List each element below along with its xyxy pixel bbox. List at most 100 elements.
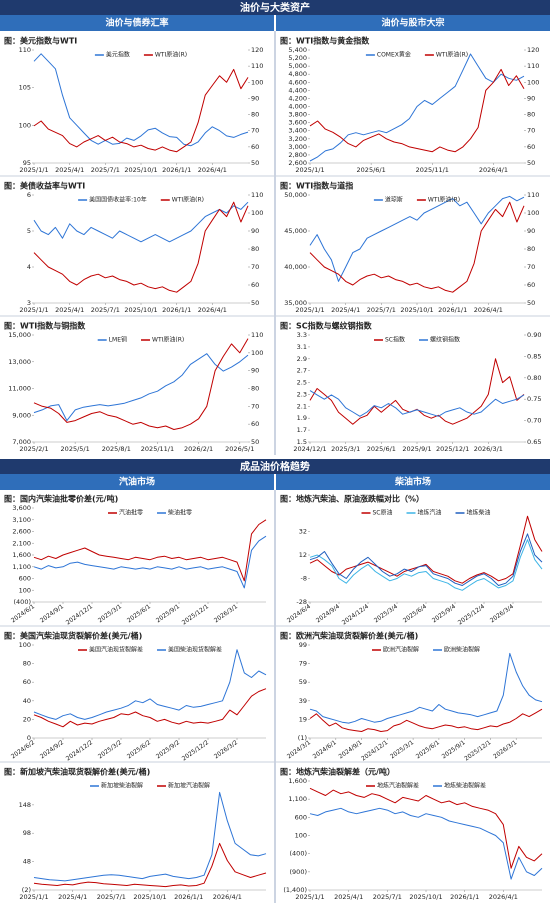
y-tick-label: 600: [295, 813, 307, 821]
x-tick-label: 2024/6/1: [10, 603, 36, 624]
x-tick-label: 2024/9/4: [315, 603, 341, 624]
y-tick-label: 48: [23, 858, 31, 866]
data-line: [33, 338, 249, 430]
y2-tick-label: 90: [251, 367, 259, 375]
x-tick-label: 2024/9/2: [39, 739, 65, 760]
x-tick-label: 2025/10/1: [409, 893, 442, 901]
chart: 图：美元指数与WTI 95 100 105 110 50 60 70 80 90 100 110 120…: [4, 36, 263, 175]
x-tick-label: 2026/5/1: [225, 445, 254, 453]
data-line: [33, 791, 267, 882]
legend: COMEX黄金 WTI原油(R): [365, 51, 468, 59]
x-tick-label: 2025/10/1: [124, 306, 157, 314]
x-tick-label: 2024/12/1: [360, 739, 389, 762]
y-tick-label: 105: [19, 84, 31, 92]
y-tick-label: (1): [298, 734, 307, 742]
y2-tick-label: 0.70: [527, 417, 541, 425]
chart-title: 图：欧洲汽柴油现货裂解价差(美元/桶): [280, 631, 418, 641]
section-title: 成品油价格趋势: [240, 460, 310, 473]
y-tick-label: 40: [23, 697, 31, 705]
x-tick-label: 2026/1/1: [438, 306, 467, 314]
data-line: [33, 353, 249, 422]
y-tick-label: 100: [19, 641, 31, 649]
y-tick-label: 95: [23, 159, 31, 167]
data-line: [309, 787, 543, 869]
x-tick-label: 2024/3/1: [286, 739, 312, 760]
y-tick-label: 13,000: [8, 358, 31, 366]
data-line: [309, 708, 543, 732]
legend-label: 地炼汽油裂解差: [377, 782, 419, 790]
data-line: [309, 53, 525, 162]
legend-label: LME铜: [109, 336, 127, 344]
y-tick-label: 7,000: [12, 438, 31, 446]
y2-tick-label: 80: [251, 111, 259, 119]
y-tick-label: 2.5: [297, 379, 307, 387]
x-tick-label: 2026/4/1: [213, 893, 242, 901]
section-header-bar: [0, 459, 550, 474]
x-tick-label: 2025/3/2: [97, 739, 123, 760]
chart: 图：WTI指数与黄金指数 2,6002,8003,0003,2003,4003,6…: [280, 36, 539, 175]
y2-tick-label: 60: [527, 281, 535, 289]
y2-tick-label: 80: [527, 245, 535, 253]
y-tick-label: 3,600: [288, 119, 307, 127]
legend-label: SC原油: [373, 509, 393, 517]
x-tick-label: 2024/12/4: [341, 603, 370, 626]
y2-tick-label: 50: [527, 159, 535, 167]
x-tick-label: 2025/12/1: [436, 445, 469, 453]
y-tick-label: 1.9: [297, 414, 307, 422]
legend-label: WTI原油(R): [152, 336, 184, 344]
y-tick-label: 5,000: [288, 62, 307, 70]
y2-tick-label: 50: [251, 438, 259, 446]
y-tick-label: 1,600: [288, 777, 307, 785]
x-tick-label: 2024/9/1: [39, 603, 65, 624]
y-tick-label: 35,000: [284, 299, 307, 307]
data-line: [309, 201, 525, 293]
x-tick-label: 2025/12/4: [457, 603, 486, 626]
y-tick-label: -8: [301, 575, 307, 583]
legend-label: 新加坡汽油裂解: [168, 782, 210, 790]
x-tick-label: 2024/6/2: [10, 739, 36, 760]
y-tick-label: 148: [19, 801, 31, 809]
y2-tick-label: 120: [251, 46, 263, 54]
y-tick-label: 1.5: [297, 438, 307, 446]
y-tick-label: 3,800: [288, 111, 307, 119]
y-tick-label: 1,600: [12, 551, 31, 559]
x-tick-label: 2025/2/1: [19, 445, 48, 453]
legend-label: 道琼斯: [385, 196, 403, 204]
x-tick-label: 2025/6/1: [126, 603, 152, 624]
x-tick-label: 2025/11/1: [141, 445, 174, 453]
chart-title: 图：地炼汽柴油裂解差（元/吨）: [280, 767, 395, 777]
x-tick-label: 2025/4/1: [58, 893, 87, 901]
legend-label: WTI原油(R): [436, 51, 468, 59]
x-tick-label: 2026/3/1: [213, 603, 239, 624]
chart: 图：国内汽柴油批零价差(元/吨) (400) 100 600 1,100 1,600 2,1…: [4, 494, 267, 627]
subheader-bar: [276, 474, 550, 490]
chart-title: 图：美元指数与WTI: [4, 36, 77, 46]
chart: 图：美债收益率与WTI 3 4 5 6 50 60 70 80 90 100 110 2025/1/1 2…: [4, 181, 263, 315]
x-tick-label: 2025/6/1: [367, 445, 396, 453]
x-tick-label: 2025/7/1: [97, 893, 126, 901]
x-tick-label: 2025/12/1: [181, 603, 210, 626]
y2-tick-label: 60: [251, 281, 259, 289]
y2-tick-label: 110: [251, 331, 263, 339]
x-tick-label: 2025/4/1: [55, 306, 84, 314]
x-tick-label: 2025/4/1: [334, 893, 363, 901]
x-tick-label: 2024/12/1: [293, 445, 326, 453]
x-tick-label: 2025/6/2: [126, 739, 152, 760]
subheader-title: 油价与债券汇率: [105, 17, 168, 29]
x-tick-label: 2024/12/1: [65, 603, 94, 626]
y2-tick-label: 110: [527, 191, 539, 199]
x-tick-label: 2025/10/1: [133, 893, 166, 901]
y-tick-label: 110: [19, 46, 31, 54]
data-line: [33, 842, 267, 888]
y2-tick-label: 80: [527, 111, 535, 119]
x-tick-label: 2025/12/1: [463, 739, 492, 762]
x-tick-label: 2025/1/1: [19, 893, 48, 901]
y-tick-label: (2): [22, 886, 31, 894]
x-tick-label: 2025/1/1: [295, 306, 324, 314]
x-tick-label: 2025/5/1: [61, 445, 90, 453]
y-tick-label: 4,400: [288, 86, 307, 94]
x-tick-label: 2025/7/1: [91, 166, 120, 174]
legend: 汽油批零 柴油批零: [108, 509, 192, 517]
